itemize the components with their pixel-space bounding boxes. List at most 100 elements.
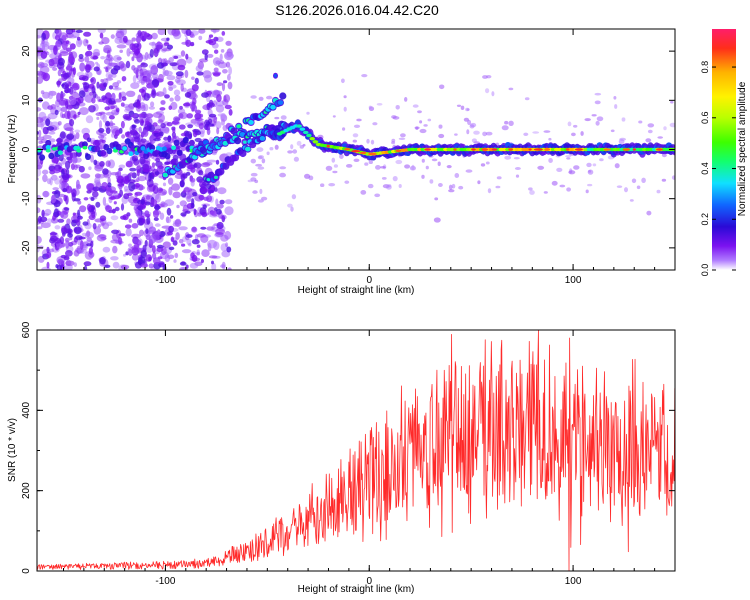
heatmap-cell <box>523 132 529 136</box>
heatmap-cell <box>214 175 218 179</box>
heatmap-cell <box>471 138 477 143</box>
heatmap-cell <box>201 249 210 257</box>
heatmap-cell <box>567 121 572 127</box>
heatmap-cell <box>102 114 107 123</box>
heatmap-cell <box>328 183 336 187</box>
heatmap-cell <box>178 124 186 130</box>
heatmap-cell <box>196 176 204 183</box>
heatmap-cell <box>79 62 86 72</box>
heatmap-cell <box>125 160 133 168</box>
heatmap-cell <box>78 90 86 98</box>
heatmap-cell <box>68 56 76 65</box>
heatmap-cell <box>573 124 578 128</box>
heatmap-cell <box>155 193 161 203</box>
heatmap-cell <box>185 210 191 214</box>
heatmap-cell <box>196 244 201 248</box>
heatmap-cell <box>144 240 148 247</box>
heatmap-cell <box>38 140 43 144</box>
heatmap-cell <box>152 112 163 118</box>
heatmap-cell <box>223 80 228 84</box>
heatmap-cell <box>225 242 229 248</box>
heatmap-cell <box>83 82 90 90</box>
heatmap-cell <box>613 96 617 100</box>
heatmap-cell <box>136 80 141 85</box>
heatmap-cell <box>346 164 353 168</box>
heatmap-cell <box>222 162 230 170</box>
heatmap-cell <box>111 92 116 101</box>
heatmap-cell <box>669 122 675 128</box>
heatmap-cell <box>596 116 604 122</box>
heatmap-cell <box>182 173 188 179</box>
heatmap-cell <box>95 112 103 117</box>
heatmap-cell <box>115 30 125 39</box>
heatmap-cell <box>45 118 51 127</box>
heatmap-cell <box>456 104 462 108</box>
heatmap-cell <box>568 170 576 175</box>
heatmap-cell <box>198 194 205 201</box>
heatmap-cell <box>279 166 287 170</box>
heatmap-cell <box>412 104 419 108</box>
heatmap-cell <box>225 53 234 59</box>
heatmap-cell <box>167 135 172 140</box>
heatmap-cell <box>118 233 126 237</box>
heatmap-cell <box>259 188 263 195</box>
heatmap-cell <box>118 92 122 100</box>
heatmap-cell <box>395 159 403 165</box>
heatmap-cell <box>131 56 135 62</box>
heatmap-cell <box>86 243 92 247</box>
heatmap-cell <box>98 120 103 129</box>
heatmap-cell <box>213 67 219 72</box>
heatmap-cell <box>453 148 457 151</box>
heatmap-cell <box>166 75 176 81</box>
heatmap-cell <box>131 155 138 162</box>
heatmap-cell <box>446 165 452 169</box>
heatmap-cell <box>148 106 155 110</box>
heatmap-cell <box>172 222 180 227</box>
heatmap-cell <box>182 137 189 144</box>
x-tick-label: -100 <box>155 576 175 587</box>
heatmap-cell <box>92 186 100 192</box>
heatmap-cell <box>361 74 368 78</box>
heatmap-cell <box>166 216 172 224</box>
heatmap-cell <box>110 215 119 221</box>
heatmap-cell <box>105 127 111 134</box>
heatmap-cell <box>87 44 92 51</box>
heatmap-cell <box>145 120 150 126</box>
heatmap-cell <box>204 74 213 83</box>
heatmap-cell <box>75 29 83 33</box>
heatmap-cell <box>279 172 286 178</box>
heatmap-cell <box>57 57 65 66</box>
heatmap-cell <box>495 185 501 189</box>
heatmap-cell <box>216 100 225 107</box>
heatmap-cell <box>105 120 111 127</box>
heatmap-cell <box>55 29 62 38</box>
heatmap-cell <box>84 56 90 63</box>
heatmap-cell <box>146 84 154 89</box>
heatmap-cell <box>395 105 400 110</box>
heatmap-cell <box>99 257 106 265</box>
heatmap-cell <box>52 168 61 174</box>
heatmap-cell <box>166 122 173 127</box>
heatmap-cell <box>162 241 171 248</box>
heatmap-cell <box>65 160 71 170</box>
heatmap-cell <box>364 162 369 166</box>
heatmap-cell <box>631 178 637 184</box>
heatmap-cell <box>48 131 56 135</box>
heatmap-cell <box>160 100 166 105</box>
heatmap-cell <box>140 263 149 268</box>
heatmap-cell <box>63 256 70 261</box>
heatmap-cell <box>67 35 77 39</box>
heatmap-cell <box>164 254 171 262</box>
heatmap-cell <box>580 131 584 136</box>
heatmap-cell <box>485 161 490 165</box>
heatmap-cell <box>66 133 75 140</box>
heatmap-cell <box>343 106 347 112</box>
heatmap-cell <box>164 94 170 99</box>
heatmap-cell <box>179 105 183 110</box>
heatmap-cell <box>70 68 75 72</box>
heatmap-cell <box>291 194 297 200</box>
heatmap-cell <box>386 184 392 190</box>
heatmap-cell <box>184 131 193 139</box>
heatmap-cell <box>113 149 118 153</box>
heatmap-cell <box>222 69 228 74</box>
